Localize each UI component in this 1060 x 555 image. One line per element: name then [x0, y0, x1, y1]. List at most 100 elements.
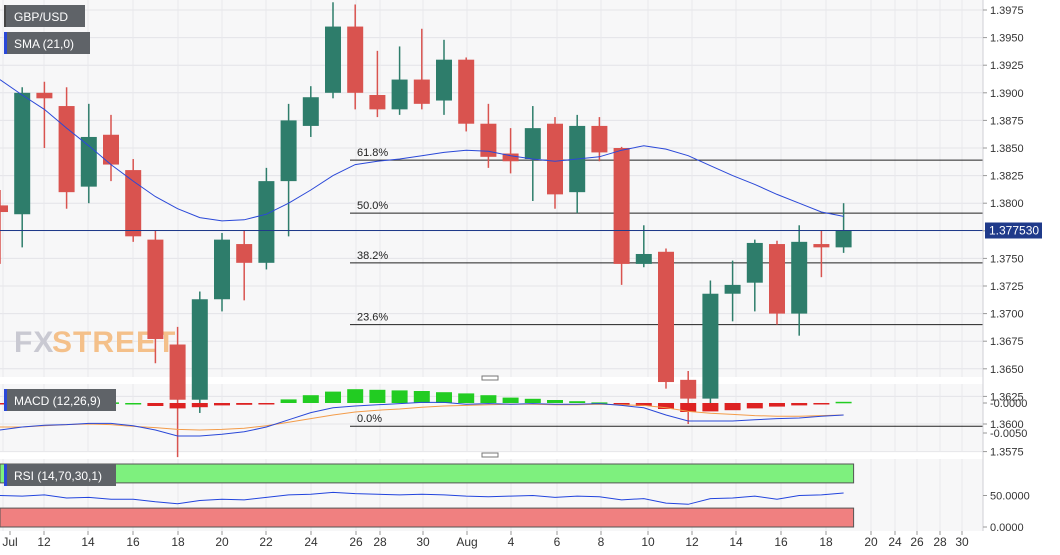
divider-handle-macd[interactable] — [481, 375, 499, 381]
y-tick-label: 1.3650 — [990, 364, 1024, 376]
y-tick-label: 1.3850 — [990, 143, 1024, 155]
candle-body — [191, 299, 208, 400]
candle-body — [236, 244, 253, 263]
candle-body — [746, 242, 763, 283]
candle-body — [502, 153, 519, 162]
candle-body — [658, 251, 674, 383]
macd-histogram-bar — [524, 398, 541, 403]
symbol-tag[interactable]: GBP/USD — [4, 5, 85, 27]
x-tick-label: 14 — [729, 535, 743, 549]
rsi-oversold-zone — [0, 507, 855, 528]
macd-histogram-bar — [169, 403, 186, 409]
macd-histogram-bar — [547, 400, 563, 403]
macd-histogram-bar — [569, 401, 586, 403]
candle-body — [214, 239, 230, 300]
x-tick-label: 26 — [910, 535, 924, 549]
x-tick-label: 20 — [864, 535, 878, 549]
candle-body — [413, 79, 430, 104]
candle-body — [813, 244, 830, 248]
x-tick-label: 28 — [933, 535, 947, 549]
candle-body — [125, 170, 142, 237]
x-tick-label: 24 — [304, 535, 318, 549]
sma-line — [0, 79, 844, 222]
fib-label: 38.2% — [357, 250, 388, 262]
candle-body — [80, 136, 97, 187]
candle-body — [480, 123, 497, 157]
grid-lines — [0, 0, 983, 531]
macd-histogram-bar — [635, 403, 652, 406]
macd-histogram-bar — [746, 403, 763, 409]
x-tick-label: 28 — [373, 535, 387, 549]
macd-histogram-bar — [769, 403, 785, 407]
x-tick-label: 14 — [81, 535, 95, 549]
x-tick-label: 6 — [554, 535, 561, 549]
x-tick-label: 16 — [774, 535, 788, 549]
candle-body — [391, 79, 408, 110]
macd-histogram-bar — [480, 395, 497, 403]
candle-body — [613, 148, 630, 264]
y-tick-label: 1.3950 — [990, 33, 1024, 45]
x-tick-label: 16 — [126, 535, 140, 549]
y-axis: 1.3975 1.3950 1.3925 1.3900 1.3875 1.3850 1.38… — [983, 5, 1030, 534]
sma-label: SMA (21,0) — [14, 37, 74, 51]
candle-body — [547, 123, 563, 195]
macd-histogram-bar — [236, 403, 253, 405]
x-axis: Jul 12 14 16 18 20 22 24 26 28 30 Aug 4 6 8 10 12 14 16 18 2… — [2, 531, 969, 549]
rsi-tag[interactable]: RSI (14,70,30,1) — [4, 464, 116, 486]
macd-histogram-bar — [302, 395, 319, 403]
candle-body — [702, 293, 719, 399]
candle-body — [103, 134, 119, 165]
candles — [0, 2, 852, 458]
macd-histogram-bar — [791, 403, 808, 406]
x-tick-label: 10 — [641, 535, 655, 549]
macd-histogram-bar — [813, 403, 830, 405]
macd-histogram-bar — [436, 392, 452, 403]
macd-histogram-bar — [125, 403, 142, 405]
fib-label: 50.0% — [357, 200, 388, 212]
candle-body — [0, 205, 8, 213]
divider-handle-rsi[interactable] — [481, 452, 499, 458]
rsi-label: RSI (14,70,30,1) — [14, 469, 102, 483]
symbol-label: GBP/USD — [14, 10, 68, 24]
y-tick-label: 1.3825 — [990, 171, 1024, 183]
macd-histogram-bar — [658, 403, 674, 409]
macd-histogram-bar — [502, 397, 519, 403]
candle-body — [591, 125, 608, 153]
sma-tag[interactable]: SMA (21,0) — [4, 32, 90, 54]
x-tick-label: 8 — [598, 535, 605, 549]
rsi-indicator — [0, 463, 855, 528]
candle-body — [258, 181, 275, 263]
macd-histogram-bar — [280, 399, 297, 403]
y-tick-label: 1.3725 — [990, 281, 1024, 293]
candle-body — [325, 26, 341, 93]
macd-panel — [0, 384, 983, 451]
fib-label: 61.8% — [357, 147, 388, 159]
candle-body — [769, 244, 785, 314]
candle-body — [635, 253, 652, 264]
candle-body — [14, 92, 31, 215]
macd-histogram-bar — [147, 403, 164, 406]
macd-label: MACD (12,26,9) — [14, 394, 101, 408]
macd-tag[interactable]: MACD (12,26,9) — [4, 389, 116, 411]
candle-body — [302, 97, 319, 126]
watermark-fx: FX — [14, 326, 54, 359]
candle-body — [524, 128, 541, 160]
candle-body — [791, 241, 808, 314]
macd-histogram-bar — [258, 403, 275, 405]
candle-body — [680, 379, 697, 399]
rsi-line — [0, 491, 844, 505]
macd-histogram-bar — [214, 403, 230, 406]
macd-histogram-bar — [458, 393, 475, 403]
x-tick-label: 30 — [955, 535, 969, 549]
x-tick-label: 4 — [508, 535, 515, 549]
y-tick-label: 1.3900 — [990, 88, 1024, 100]
candle-body — [58, 106, 75, 193]
macd-histogram-bar — [835, 401, 852, 404]
x-tick-label: Aug — [456, 535, 477, 549]
fib-label: 23.6% — [357, 312, 388, 324]
x-tick-label: 12 — [685, 535, 699, 549]
y-tick-label: 1.3925 — [990, 60, 1024, 72]
y-tick-label: 1.3875 — [990, 115, 1024, 127]
last-price-value: 1.377530 — [989, 224, 1039, 238]
y-tick-label: 1.3600 — [990, 419, 1024, 431]
